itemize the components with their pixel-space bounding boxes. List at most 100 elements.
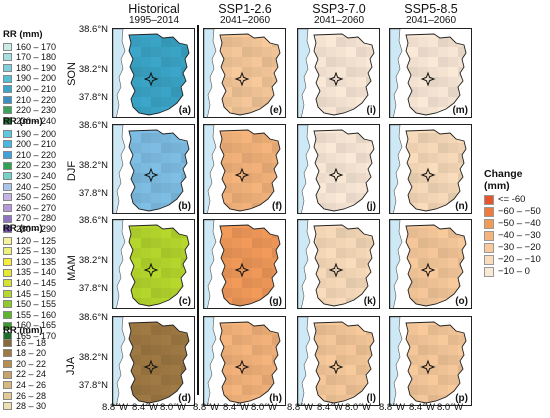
grid-cell	[262, 173, 272, 183]
legend-item: 145 – 150	[3, 289, 56, 300]
grid-cell	[232, 183, 242, 193]
grid-cell	[262, 153, 272, 163]
grid-cell	[141, 87, 151, 97]
coastline	[298, 125, 311, 213]
panel-label: (m)	[452, 105, 468, 116]
grid-cell	[272, 335, 280, 345]
legend-item: 24 – 26	[3, 380, 46, 391]
grid-cell	[366, 67, 374, 77]
grid-cell	[336, 355, 346, 365]
grid-cell	[151, 67, 161, 77]
grid-cell	[408, 325, 418, 335]
grid-cell	[151, 133, 161, 143]
grid-cell	[272, 248, 280, 258]
grid-cell	[346, 153, 356, 163]
grid-cell	[181, 258, 189, 268]
grid-cell	[252, 193, 262, 203]
grid-cell	[356, 385, 366, 395]
legend-item: 230 – 240	[3, 171, 56, 182]
grid-cell	[232, 355, 242, 365]
legend-swatch	[3, 64, 12, 73]
grid-cell	[458, 47, 466, 57]
grid-cell	[171, 365, 181, 375]
grid-cell	[448, 375, 458, 385]
grid-cell	[366, 345, 374, 355]
grid-cell	[458, 37, 466, 47]
grid-cell	[262, 278, 272, 288]
grid-cell	[448, 143, 458, 153]
grid-cell	[438, 268, 448, 278]
panel-label: (f)	[272, 201, 282, 212]
grid-cell	[141, 345, 151, 355]
map-svg	[390, 220, 467, 308]
legend-label: 170 – 180	[16, 52, 57, 63]
legend-jja: RR (mm) 16 – 18 18 – 20 20 – 22 22 – 24 24 –…	[3, 325, 46, 412]
grid-cell	[356, 248, 366, 258]
basin-area	[219, 321, 281, 404]
grid-cell	[458, 335, 466, 345]
grid-cell	[458, 153, 466, 163]
location-star-icon	[234, 359, 250, 375]
grid-cell	[408, 133, 418, 143]
y-tick-label: 37.8°N	[78, 380, 108, 391]
legend-label: 125 – 130	[16, 246, 57, 257]
column-title-historical: Historical 1995–2014	[112, 2, 196, 27]
grid-cell	[438, 365, 448, 375]
legend-item: 250 – 260	[3, 192, 56, 203]
grid-cell	[161, 143, 171, 153]
legend-item: 180 – 190	[3, 63, 56, 74]
grid-cell	[222, 298, 232, 308]
grid-cell	[262, 355, 272, 365]
legend-label: 280 – 290	[16, 223, 57, 234]
grid-cell	[428, 258, 438, 268]
grid-cell	[336, 335, 346, 345]
map-panel: (l)	[297, 316, 380, 406]
location-star-icon	[234, 167, 250, 183]
y-tick-label: 38.2°N	[78, 255, 108, 266]
grid-cell	[131, 228, 141, 238]
grid-cell	[242, 87, 252, 97]
legend-swatch	[3, 268, 12, 277]
grid-cell	[262, 345, 272, 355]
change-legend-swatch	[484, 207, 494, 217]
column-title-ssp370: SSP3-7.0 2041–2060	[297, 2, 381, 27]
grid-cell	[336, 153, 346, 163]
x-tick-label: 8.0°W	[160, 402, 186, 413]
legend-item: 190 – 200	[3, 73, 56, 84]
legend-items: 16 – 18 18 – 20 20 – 22 22 – 24 24 – 26 26 – …	[3, 338, 46, 412]
grid-cell	[181, 143, 189, 153]
grid-cell	[346, 258, 356, 268]
map-svg	[113, 29, 190, 117]
grid-cell	[326, 298, 336, 308]
grid-cell	[326, 248, 336, 258]
grid-cell	[326, 385, 336, 395]
grid-cell	[316, 278, 326, 288]
grid-cell	[448, 278, 458, 288]
grid-cell	[346, 173, 356, 183]
grid-cell	[326, 238, 336, 248]
grid-cell	[356, 107, 366, 115]
grid-cell	[141, 153, 151, 163]
grid-cell	[448, 325, 458, 335]
y-tick-label: 38.2°N	[78, 64, 108, 75]
grid-cell	[336, 193, 346, 203]
grid-cell	[408, 193, 418, 203]
basin-area	[219, 224, 281, 307]
grid-cell	[408, 248, 418, 258]
grid-cell	[171, 67, 181, 77]
grid-cell	[326, 77, 336, 87]
grid-cell	[181, 248, 189, 258]
y-tick-label: 37.8°N	[78, 188, 108, 199]
grid-cell	[356, 133, 366, 143]
grid-cell	[438, 335, 448, 345]
grid-cell	[161, 288, 171, 298]
grid-cell	[242, 183, 252, 193]
grid-cell	[272, 355, 280, 365]
grid-cell	[336, 278, 346, 288]
grid-cell	[326, 193, 336, 203]
column-period: 1995–2014	[128, 15, 180, 27]
grid-cell	[232, 77, 242, 87]
grid-cell	[336, 345, 346, 355]
grid-cell	[428, 77, 438, 87]
grid-cell	[408, 228, 418, 238]
